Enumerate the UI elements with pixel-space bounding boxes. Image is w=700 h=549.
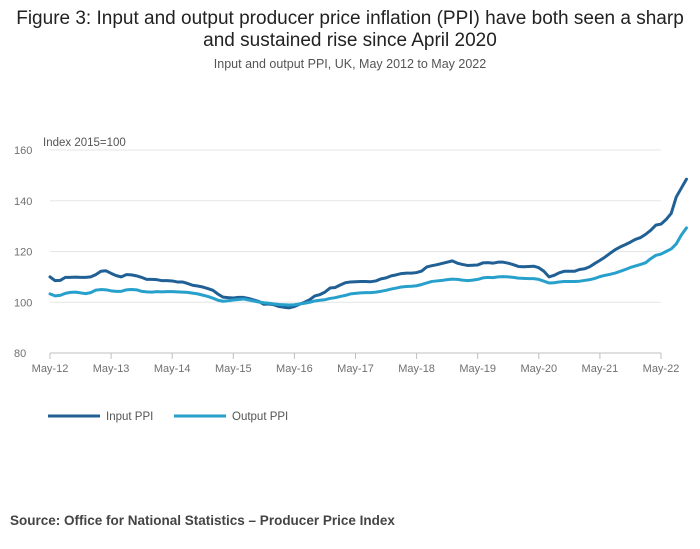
x-tick-label-May-15: May-15 <box>215 363 252 375</box>
source-note: Source: Office for National Statistics –… <box>10 513 395 528</box>
y-tick-label-140: 140 <box>14 196 32 208</box>
x-tick-label-May-14: May-14 <box>154 363 191 375</box>
x-tick-label-May-18: May-18 <box>398 363 435 375</box>
x-axis: May-12 May-13 May-14 May-15 May-16 May-17 May-… <box>32 353 680 375</box>
legend: Input PPI Output PPI <box>48 411 288 423</box>
y-tick-label-160: 160 <box>14 145 32 157</box>
x-tick-label-May-21: May-21 <box>582 363 619 375</box>
x-tick-label-May-20: May-20 <box>520 363 557 375</box>
series-lines <box>48 177 688 310</box>
x-tick-label-May-22: May-22 <box>643 363 680 375</box>
x-tick-label-May-16: May-16 <box>276 363 313 375</box>
x-tick-label-May-12: May-12 <box>32 363 69 375</box>
x-tick-label-May-13: May-13 <box>93 363 130 375</box>
x-tick-label-May-19: May-19 <box>459 363 496 375</box>
y-tick-label-120: 120 <box>14 247 32 259</box>
y-axis-ticks: 80 100 120 140 160 <box>14 145 32 360</box>
y-tick-label-80: 80 <box>14 348 26 360</box>
series-line-input-ppi <box>48 177 688 310</box>
y-axis-unit-label: Index 2015=100 <box>43 137 126 149</box>
grid-lines <box>50 149 661 354</box>
legend-label-output-ppi: Output PPI <box>232 411 288 423</box>
legend-label-input-ppi: Input PPI <box>106 411 153 423</box>
y-tick-label-100: 100 <box>14 297 32 309</box>
chart-subtitle: Input and output PPI, UK, May 2012 to Ma… <box>213 57 487 71</box>
series-line-output-ppi <box>48 226 688 307</box>
x-tick-label-May-17: May-17 <box>337 363 374 375</box>
chart-title: Figure 3: Input and output producer pric… <box>16 8 684 51</box>
